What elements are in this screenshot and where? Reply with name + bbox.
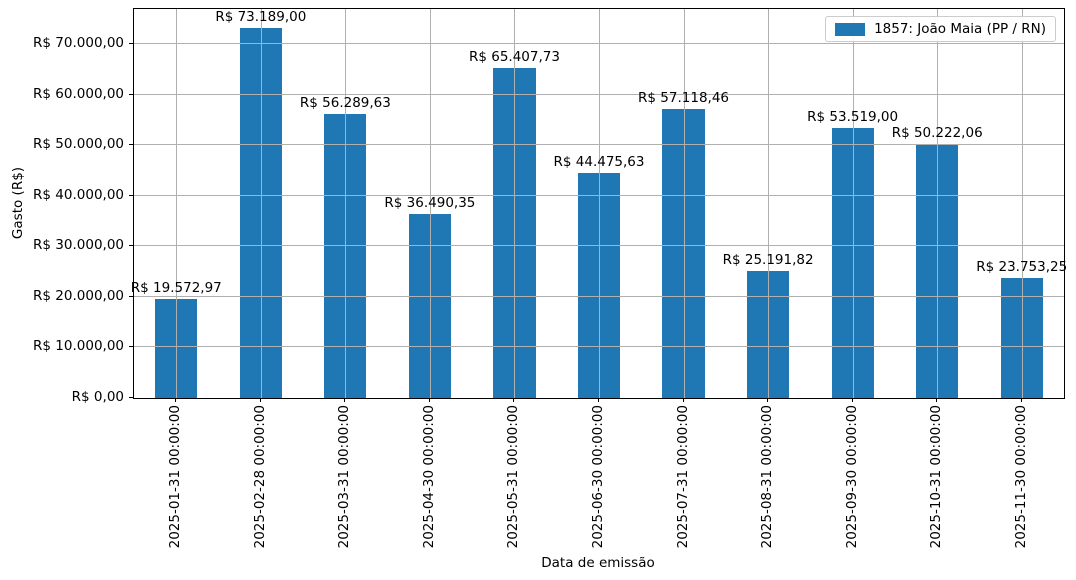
y-tick-label: R$ 30.000,00 bbox=[33, 237, 124, 254]
bar bbox=[408, 213, 452, 398]
legend-label: 1857: João Maia (PP / RN) bbox=[874, 21, 1046, 37]
x-tick-label: 2025-09-30 00:00:00 bbox=[843, 405, 860, 549]
y-tick-label: R$ 50.000,00 bbox=[33, 136, 124, 153]
x-tick-mark bbox=[682, 398, 684, 402]
grid-layer bbox=[134, 9, 1064, 398]
x-tick-mark bbox=[259, 398, 261, 402]
bar bbox=[324, 113, 367, 398]
x-tick-label: 2025-02-28 00:00:00 bbox=[251, 405, 268, 549]
y-tick-mark bbox=[129, 397, 133, 398]
bar-value-label: R$ 73.189,00 bbox=[215, 9, 307, 26]
x-tick-mark bbox=[767, 398, 769, 402]
y-tick-label: R$ 10.000,00 bbox=[33, 338, 124, 355]
y-tick-label: R$ 0,00 bbox=[71, 389, 124, 405]
vertical-gridline bbox=[599, 9, 600, 398]
bar bbox=[493, 67, 536, 398]
x-tick-label: 2025-10-31 00:00:00 bbox=[928, 405, 945, 549]
vertical-gridline bbox=[768, 9, 770, 398]
bar-value-label: R$ 25.191,82 bbox=[722, 251, 814, 268]
y-tick-mark bbox=[129, 93, 133, 95]
bar-value-label: R$ 19.572,97 bbox=[130, 280, 222, 297]
horizontal-gridline bbox=[134, 144, 1064, 146]
horizontal-gridline bbox=[134, 194, 1064, 196]
x-tick-label: 2025-06-30 00:00:00 bbox=[590, 405, 606, 549]
bar-value-label: R$ 56.289,63 bbox=[299, 94, 391, 111]
horizontal-gridline bbox=[134, 346, 1064, 348]
x-tick-label: 2025-05-31 00:00:00 bbox=[505, 405, 522, 549]
horizontal-gridline bbox=[134, 93, 1064, 95]
annotations-layer: R$ 19.572,97 R$ 73.189,00 R$ 56.289,63 R$ 3… bbox=[130, 9, 1068, 398]
x-axis-title: Data de emissão bbox=[541, 555, 655, 571]
x-tick-mark bbox=[428, 398, 430, 402]
horizontal-gridline bbox=[134, 295, 1064, 297]
bar-value-label: R$ 53.519,00 bbox=[807, 108, 899, 125]
x-tick-mark bbox=[175, 398, 177, 402]
x-tick-mark bbox=[936, 398, 938, 402]
vertical-gridline bbox=[852, 9, 854, 398]
x-tick-mark bbox=[598, 398, 599, 402]
x-tick-label: 2025-01-31 00:00:00 bbox=[167, 405, 184, 549]
legend: 1857: João Maia (PP / RN) bbox=[825, 16, 1056, 42]
bar-value-label: R$ 50.222,06 bbox=[891, 125, 983, 142]
vertical-gridline bbox=[937, 9, 939, 398]
x-tick-label: 2025-11-30 00:00:00 bbox=[1012, 405, 1029, 549]
x-tick-mark bbox=[344, 398, 346, 402]
x-tick-label: 2025-04-30 00:00:00 bbox=[420, 405, 437, 549]
y-tick-label: R$ 20.000,00 bbox=[33, 287, 124, 304]
bar bbox=[239, 28, 282, 398]
vertical-gridline bbox=[429, 9, 431, 398]
y-tick-label: R$ 60.000,00 bbox=[33, 85, 124, 102]
bar-value-label: R$ 57.118,46 bbox=[638, 90, 730, 107]
legend-swatch-icon bbox=[835, 22, 866, 36]
vertical-gridline bbox=[683, 9, 685, 398]
y-tick-mark bbox=[129, 194, 133, 196]
y-tick-mark bbox=[129, 346, 133, 348]
y-tick-mark bbox=[129, 43, 133, 45]
vertical-gridline bbox=[514, 9, 516, 398]
x-tick-label: 2025-07-31 00:00:00 bbox=[674, 405, 691, 549]
y-axis-title: Gasto (R$) bbox=[10, 166, 26, 240]
bar bbox=[916, 144, 959, 398]
x-tick-label: 2025-08-31 00:00:00 bbox=[759, 405, 776, 549]
x-tick-mark bbox=[1020, 398, 1022, 402]
x-tick-mark bbox=[513, 398, 515, 402]
x-tick-mark bbox=[851, 398, 853, 402]
y-tick-label: R$ 40.000,00 bbox=[33, 186, 124, 203]
x-tick-label: 2025-03-31 00:00:00 bbox=[336, 405, 353, 549]
bar-value-label: R$ 23.753,25 bbox=[976, 259, 1068, 275]
horizontal-gridline bbox=[134, 245, 1064, 247]
y-tick-mark bbox=[129, 245, 133, 247]
y-tick-label: R$ 70.000,00 bbox=[33, 35, 124, 52]
bar bbox=[1000, 278, 1043, 398]
horizontal-gridline bbox=[134, 43, 1064, 45]
vertical-gridline bbox=[176, 9, 178, 398]
bar bbox=[577, 173, 621, 398]
y-tick-mark bbox=[129, 295, 133, 297]
vertical-gridline bbox=[260, 9, 262, 398]
y-tick-mark bbox=[129, 144, 133, 146]
bar-value-label: R$ 36.490,35 bbox=[384, 194, 476, 211]
vertical-gridline bbox=[345, 9, 347, 398]
vertical-gridline bbox=[1021, 9, 1023, 398]
bar bbox=[155, 299, 198, 398]
bar-value-label: R$ 44.475,63 bbox=[553, 154, 645, 171]
plot-area: R$ 19.572,97 R$ 73.189,00 R$ 56.289,63 R$ 3… bbox=[130, 8, 1068, 399]
bar-value-label: R$ 65.407,73 bbox=[468, 48, 560, 65]
